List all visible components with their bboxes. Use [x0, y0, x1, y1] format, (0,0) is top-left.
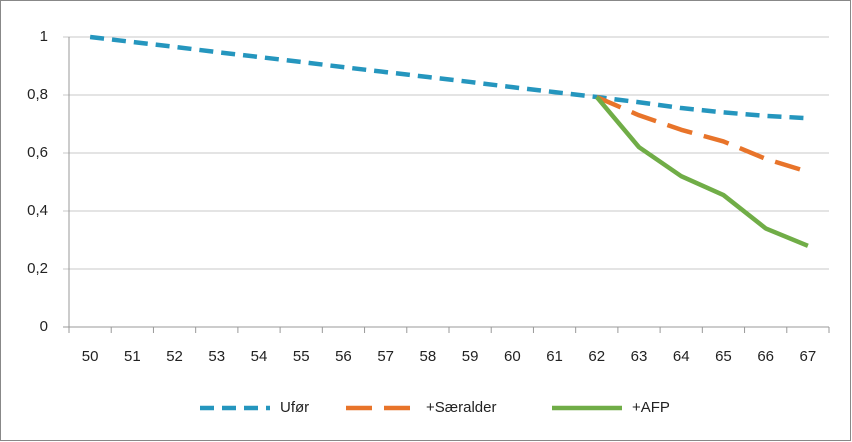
- series-line: [595, 95, 809, 248]
- x-tick-label: 67: [800, 348, 817, 365]
- x-tick-label: 64: [673, 348, 690, 365]
- x-tick-label: 52: [166, 348, 183, 365]
- legend-label: Ufør: [280, 399, 309, 416]
- x-tick-label: 56: [335, 348, 352, 365]
- x-tick-label: 51: [124, 348, 141, 365]
- legend-label: +AFP: [632, 399, 670, 416]
- legend-label: +Særalder: [426, 399, 496, 416]
- x-tick-label: 61: [546, 348, 563, 365]
- series-line: [89, 34, 809, 121]
- y-tick-label: 0,4: [27, 202, 48, 219]
- x-tick-label: 62: [588, 348, 605, 365]
- y-tick-label: 1: [40, 28, 48, 45]
- x-tick-label: 65: [715, 348, 732, 365]
- x-tick-label: 66: [757, 348, 774, 365]
- series-line: [595, 94, 809, 174]
- x-tick-label: 50: [82, 348, 99, 365]
- x-tick-label: 53: [208, 348, 225, 365]
- y-tick-label: 0,2: [27, 260, 48, 277]
- x-tick-label: 60: [504, 348, 521, 365]
- x-tick-label: 55: [293, 348, 310, 365]
- x-tick-label: 57: [377, 348, 394, 365]
- x-tick-label: 54: [251, 348, 268, 365]
- x-tick-label: 59: [462, 348, 479, 365]
- x-tick-label: 63: [631, 348, 648, 365]
- y-tick-label: 0,6: [27, 144, 48, 161]
- x-tick-label: 58: [420, 348, 437, 365]
- y-tick-label: 0: [40, 318, 48, 335]
- y-tick-label: 0,8: [27, 86, 48, 103]
